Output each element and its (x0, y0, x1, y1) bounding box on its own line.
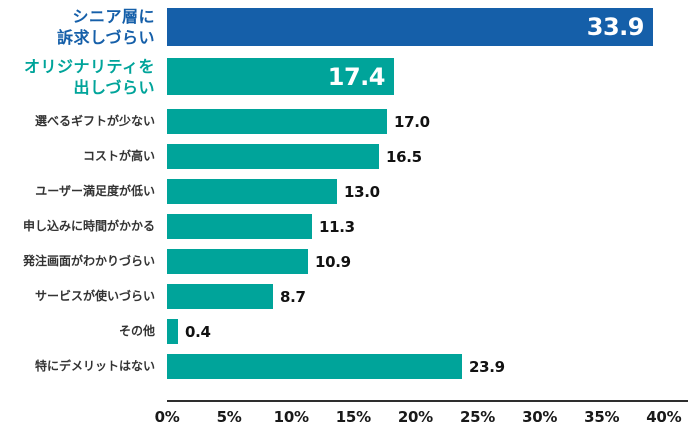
category-label: 申し込みに時間がかかる (22, 219, 155, 233)
bar-rows-container: シニア層に 訴求しづらい 33.9 オリジナリティを 出しづらい 17.4 選べるギフトが少… (0, 7, 700, 379)
bar-track: 10.9 (167, 249, 700, 274)
x-axis-tick-label: 5% (216, 408, 242, 426)
x-axis-tick-label: 15% (335, 408, 371, 426)
category-label: 発注画面がわかりづらい (22, 254, 155, 268)
value-label: 13.0 (344, 182, 380, 201)
bar-row: 申し込みに時間がかかる 11.3 (0, 214, 700, 239)
x-axis-line (167, 400, 688, 402)
bar-row: オリジナリティを 出しづらい 17.4 (0, 56, 700, 97)
bar: 17.4 (167, 58, 394, 95)
x-axis-tick-label: 30% (522, 408, 558, 426)
category-label: シニア層に 訴求しづらい (56, 7, 155, 47)
value-label: 0.4 (185, 322, 211, 341)
value-label: 23.9 (469, 357, 505, 376)
bar-track: 23.9 (167, 354, 700, 379)
category-label: コストが高い (82, 149, 155, 163)
category-label: サービスが使いづらい (34, 289, 155, 303)
bar-track: 0.4 (167, 319, 700, 344)
x-axis-tick-label: 10% (273, 408, 309, 426)
bar-row: 選べるギフトが少ない 17.0 (0, 109, 700, 134)
bar (167, 109, 387, 134)
bar-track: 13.0 (167, 179, 700, 204)
value-label: 8.7 (280, 287, 306, 306)
bar-track: 17.4 (167, 58, 700, 95)
value-label: 17.0 (394, 112, 430, 131)
value-label: 10.9 (315, 252, 351, 271)
category-label: 特にデメリットはない (34, 359, 155, 373)
bar-track: 16.5 (167, 144, 700, 169)
bar-row: シニア層に 訴求しづらい 33.9 (0, 7, 700, 47)
x-axis-tick-label: 40% (646, 408, 682, 426)
bar-track: 11.3 (167, 214, 700, 239)
bar (167, 354, 462, 379)
bar-row: その他 0.4 (0, 319, 700, 344)
x-axis-tick-label: 25% (459, 408, 496, 426)
bar (167, 249, 308, 274)
bar-row: 特にデメリットはない 23.9 (0, 354, 700, 379)
bar (167, 214, 312, 239)
category-label: ユーザー満足度が低い (35, 184, 155, 198)
value-label: 17.4 (327, 62, 386, 91)
category-label: その他 (118, 324, 155, 338)
x-axis: 0% 5% 10% 15% 20% 25% 30% 35% 40% (0, 398, 700, 438)
bar-row: 発注画面がわかりづらい 10.9 (0, 249, 700, 274)
bar-row: コストが高い 16.5 (0, 144, 700, 169)
bar (167, 284, 273, 309)
value-label: 16.5 (386, 147, 422, 166)
bar-track: 8.7 (167, 284, 700, 309)
x-axis-tick-label: 35% (584, 408, 620, 426)
category-label: オリジナリティを 出しづらい (23, 56, 155, 97)
bar: 33.9 (167, 8, 653, 46)
value-label: 11.3 (319, 217, 355, 236)
bar (167, 144, 379, 169)
bar-track: 17.0 (167, 109, 700, 134)
x-axis-tick-label: 20% (397, 408, 433, 426)
bar-row: ユーザー満足度が低い 13.0 (0, 179, 700, 204)
bar-track: 33.9 (167, 8, 700, 46)
bar-row: サービスが使いづらい 8.7 (0, 284, 700, 309)
bar (167, 179, 337, 204)
value-label: 33.9 (586, 13, 645, 41)
category-label: 選べるギフトが少ない (34, 114, 155, 128)
bar (167, 319, 178, 344)
x-axis-tick-label: 0% (154, 408, 180, 426)
